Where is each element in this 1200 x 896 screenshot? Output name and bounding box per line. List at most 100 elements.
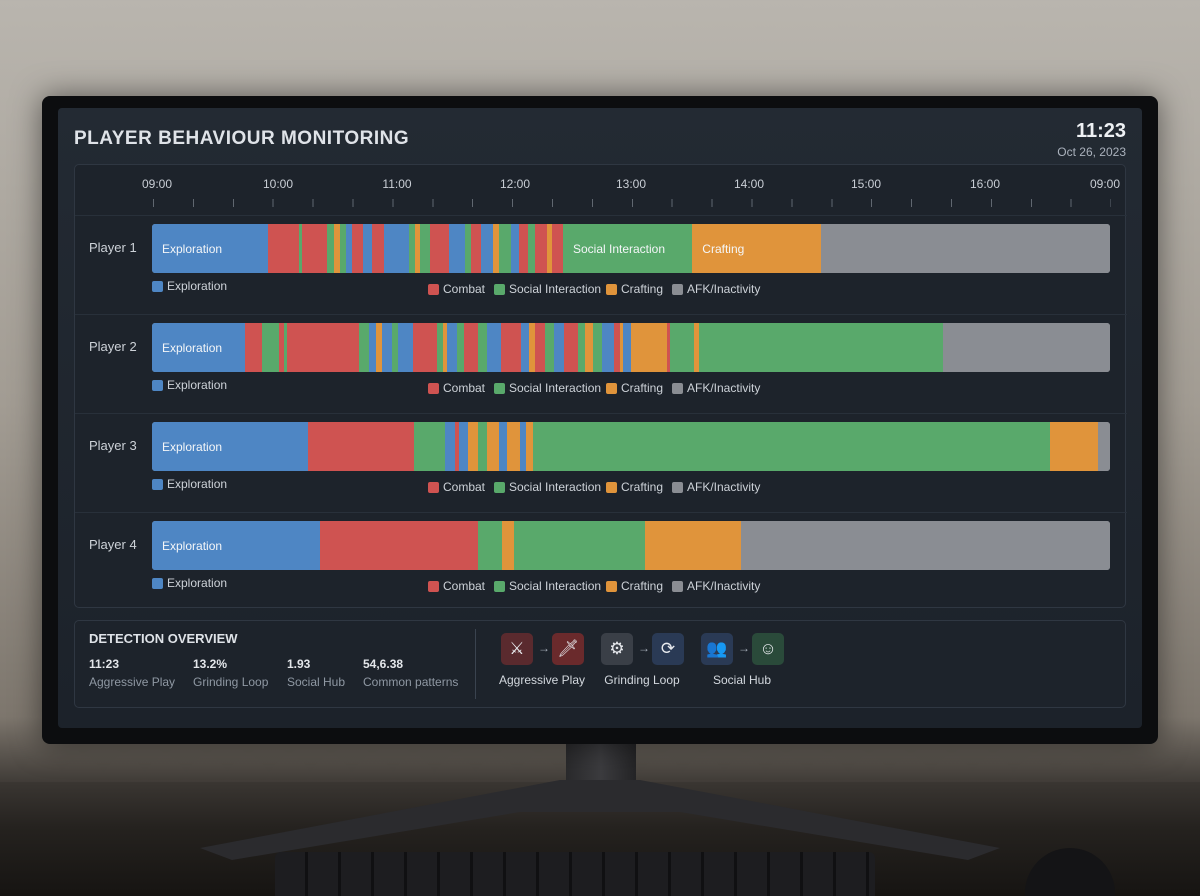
segment-crafting[interactable] <box>525 422 534 471</box>
segment-crafting[interactable] <box>443 323 448 372</box>
segment-social[interactable] <box>339 224 347 273</box>
segment-crafting[interactable] <box>493 224 500 273</box>
sword-icon[interactable]: 🗡 <box>552 633 584 665</box>
segment-afk[interactable] <box>943 323 1110 372</box>
segment-crafting[interactable] <box>415 224 421 273</box>
segment-social[interactable] <box>262 323 280 372</box>
segment-combat[interactable] <box>279 323 285 372</box>
segment-exploration[interactable] <box>152 323 246 372</box>
segment-exploration[interactable] <box>487 323 502 372</box>
group-users-icon[interactable]: ☺ <box>752 633 784 665</box>
segment-combat[interactable] <box>552 224 564 273</box>
segment-exploration[interactable] <box>362 224 373 273</box>
segment-crafting[interactable] <box>546 224 553 273</box>
segment-combat[interactable] <box>464 323 479 372</box>
segment-crafting[interactable] <box>468 422 479 471</box>
segment-social[interactable] <box>284 323 288 372</box>
segment-crafting[interactable] <box>585 323 594 372</box>
segment-exploration[interactable] <box>445 422 456 471</box>
segment-social[interactable] <box>436 323 444 372</box>
segment-exploration[interactable] <box>519 422 527 471</box>
segment-crafting[interactable] <box>507 422 521 471</box>
segment-social[interactable] <box>592 323 603 372</box>
segment-crafting[interactable] <box>645 521 742 570</box>
activity-bar[interactable]: Exploration Social Interaction Crafting <box>152 224 1110 273</box>
segment-social[interactable] <box>327 224 335 273</box>
segment-social[interactable] <box>420 224 431 273</box>
activity-bar[interactable]: Exploration <box>152 422 1110 471</box>
segment-social[interactable] <box>477 323 488 372</box>
segment-social[interactable] <box>477 521 503 570</box>
segment-exploration[interactable] <box>381 323 392 372</box>
segment-social[interactable] <box>514 521 646 570</box>
segment-afk[interactable] <box>820 224 1110 273</box>
two-users-icon[interactable]: 👥 <box>701 633 733 665</box>
segment-combat[interactable] <box>454 422 460 471</box>
segment-exploration[interactable] <box>346 224 353 273</box>
activity-bar[interactable]: Exploration <box>152 521 1110 570</box>
segment-social[interactable] <box>391 323 399 372</box>
segment-combat[interactable] <box>613 323 620 372</box>
segment-exploration[interactable] <box>383 224 410 273</box>
segment-exploration[interactable] <box>152 521 321 570</box>
segment-social[interactable] <box>498 224 512 273</box>
crossed-swords-icon[interactable]: ⚔ <box>501 633 533 665</box>
segment-crafting[interactable] <box>376 323 383 372</box>
segment-crafting[interactable] <box>334 224 341 273</box>
segment-combat[interactable] <box>319 521 479 570</box>
segment-social[interactable] <box>528 224 536 273</box>
segment-social[interactable] <box>298 224 303 273</box>
segment-exploration[interactable] <box>480 224 494 273</box>
segment-combat[interactable] <box>429 224 450 273</box>
segment-afk[interactable] <box>741 521 1110 570</box>
segment-social[interactable] <box>578 323 586 372</box>
segment-exploration[interactable] <box>511 224 520 273</box>
activity-bar[interactable]: Exploration <box>152 323 1110 372</box>
segment-exploration[interactable] <box>448 224 466 273</box>
segment-combat[interactable] <box>244 323 263 372</box>
segment-exploration[interactable] <box>368 323 377 372</box>
refresh-loop-icon[interactable]: ⟳ <box>652 633 684 665</box>
segment-combat[interactable] <box>308 422 415 471</box>
segment-crafting[interactable] <box>501 521 515 570</box>
segment-exploration[interactable] <box>447 323 458 372</box>
segment-crafting[interactable] <box>487 422 500 471</box>
segment-combat[interactable] <box>267 224 300 273</box>
segment-exploration[interactable] <box>152 422 309 471</box>
segment-crafting[interactable] <box>1049 422 1099 471</box>
segment-social[interactable] <box>358 323 369 372</box>
segment-exploration[interactable] <box>152 224 269 273</box>
segment-social[interactable] <box>670 323 695 372</box>
segment-social[interactable] <box>408 224 416 273</box>
segment-social[interactable] <box>456 323 465 372</box>
segment-exploration[interactable] <box>498 422 508 471</box>
segment-afk[interactable] <box>1097 422 1110 471</box>
segment-exploration[interactable] <box>520 323 530 372</box>
segment-exploration[interactable] <box>623 323 632 372</box>
segment-crafting[interactable] <box>529 323 536 372</box>
segment-social[interactable] <box>533 422 1051 471</box>
segment-combat[interactable] <box>302 224 328 273</box>
segment-exploration[interactable] <box>554 323 565 372</box>
segment-combat[interactable] <box>535 224 548 273</box>
segment-combat[interactable] <box>412 323 437 372</box>
segment-social[interactable] <box>477 422 488 471</box>
grind-gear-icon[interactable]: ⚙ <box>601 633 633 665</box>
segment-exploration[interactable] <box>602 323 615 372</box>
segment-crafting[interactable] <box>631 323 668 372</box>
segment-crafting[interactable] <box>694 323 700 372</box>
segment-combat[interactable] <box>352 224 364 273</box>
segment-social[interactable] <box>465 224 472 273</box>
segment-exploration[interactable] <box>398 323 414 372</box>
segment-combat[interactable] <box>563 323 579 372</box>
segment-combat[interactable] <box>667 323 671 372</box>
segment-social[interactable] <box>413 422 446 471</box>
segment-crafting[interactable] <box>692 224 822 273</box>
segment-combat[interactable] <box>471 224 482 273</box>
segment-combat[interactable] <box>287 323 360 372</box>
segment-crafting[interactable] <box>619 323 624 372</box>
segment-combat[interactable] <box>518 224 529 273</box>
segment-social[interactable] <box>562 224 693 273</box>
segment-combat[interactable] <box>535 323 546 372</box>
segment-combat[interactable] <box>372 224 385 273</box>
